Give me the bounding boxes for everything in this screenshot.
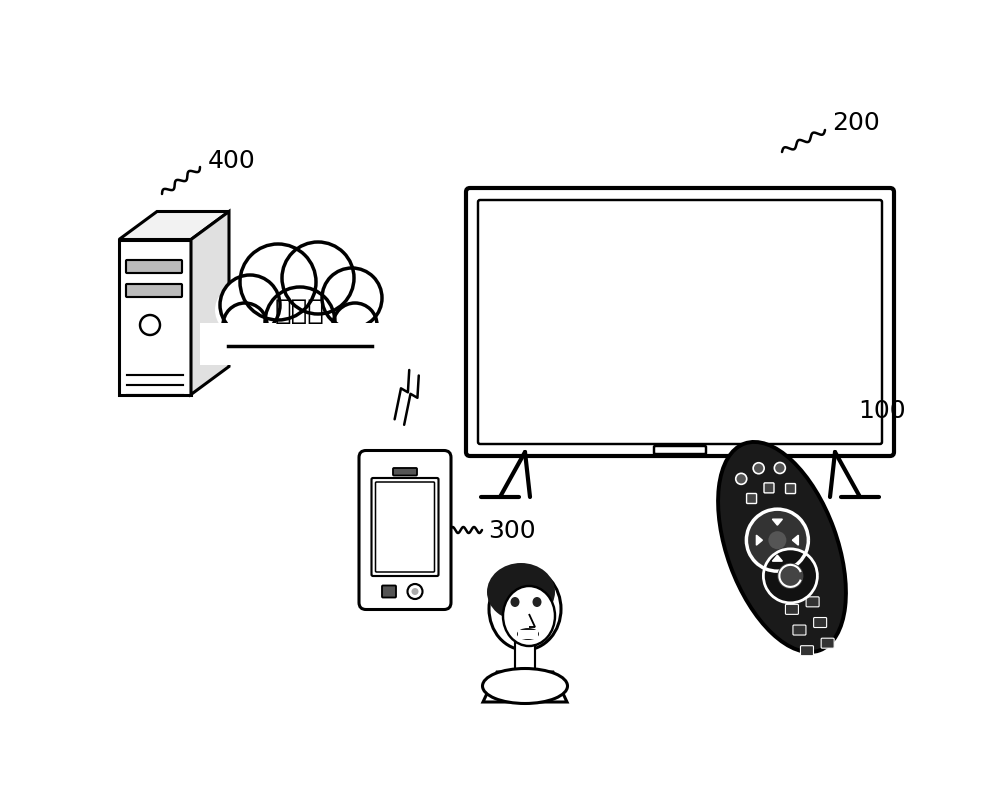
Circle shape [777,563,803,589]
Circle shape [774,463,785,474]
Circle shape [223,304,267,347]
FancyBboxPatch shape [478,200,882,444]
FancyBboxPatch shape [747,494,757,504]
Polygon shape [756,536,762,545]
Circle shape [265,288,335,358]
Ellipse shape [718,443,846,652]
Circle shape [753,464,764,474]
Polygon shape [792,536,798,545]
Text: 互联网: 互联网 [275,297,325,325]
Circle shape [408,585,422,599]
FancyBboxPatch shape [654,447,706,455]
Circle shape [768,532,786,549]
Ellipse shape [482,669,568,703]
Ellipse shape [517,628,539,640]
Circle shape [333,304,377,347]
FancyBboxPatch shape [786,484,796,494]
FancyBboxPatch shape [126,261,182,273]
Polygon shape [191,213,229,395]
Ellipse shape [489,569,561,650]
Text: 400: 400 [208,149,256,172]
FancyBboxPatch shape [793,626,806,635]
Circle shape [736,474,747,484]
Circle shape [140,316,160,335]
Ellipse shape [215,265,385,355]
FancyBboxPatch shape [393,468,417,476]
FancyBboxPatch shape [764,484,774,493]
Circle shape [764,550,816,602]
Ellipse shape [532,597,542,607]
Circle shape [282,243,354,314]
FancyBboxPatch shape [126,285,182,298]
FancyBboxPatch shape [376,482,434,573]
Bar [200,323,400,366]
Circle shape [322,269,382,329]
Polygon shape [119,241,191,395]
FancyBboxPatch shape [382,585,396,597]
Text: 300: 300 [488,518,536,542]
Polygon shape [772,556,782,561]
FancyBboxPatch shape [518,630,538,639]
Circle shape [240,245,316,321]
Ellipse shape [511,597,520,607]
Ellipse shape [503,586,555,646]
FancyBboxPatch shape [814,618,827,628]
FancyBboxPatch shape [821,638,834,648]
FancyBboxPatch shape [800,646,813,656]
Text: 100: 100 [858,399,906,423]
Ellipse shape [487,563,555,622]
Circle shape [747,511,807,570]
Polygon shape [772,520,782,525]
FancyBboxPatch shape [806,597,819,607]
FancyBboxPatch shape [515,638,535,670]
Text: 200: 200 [832,111,880,135]
FancyBboxPatch shape [359,451,451,610]
FancyBboxPatch shape [466,188,894,456]
FancyBboxPatch shape [371,479,438,577]
Polygon shape [483,672,567,702]
FancyBboxPatch shape [785,605,798,614]
Circle shape [220,276,280,335]
Circle shape [412,588,418,595]
Polygon shape [119,213,229,241]
